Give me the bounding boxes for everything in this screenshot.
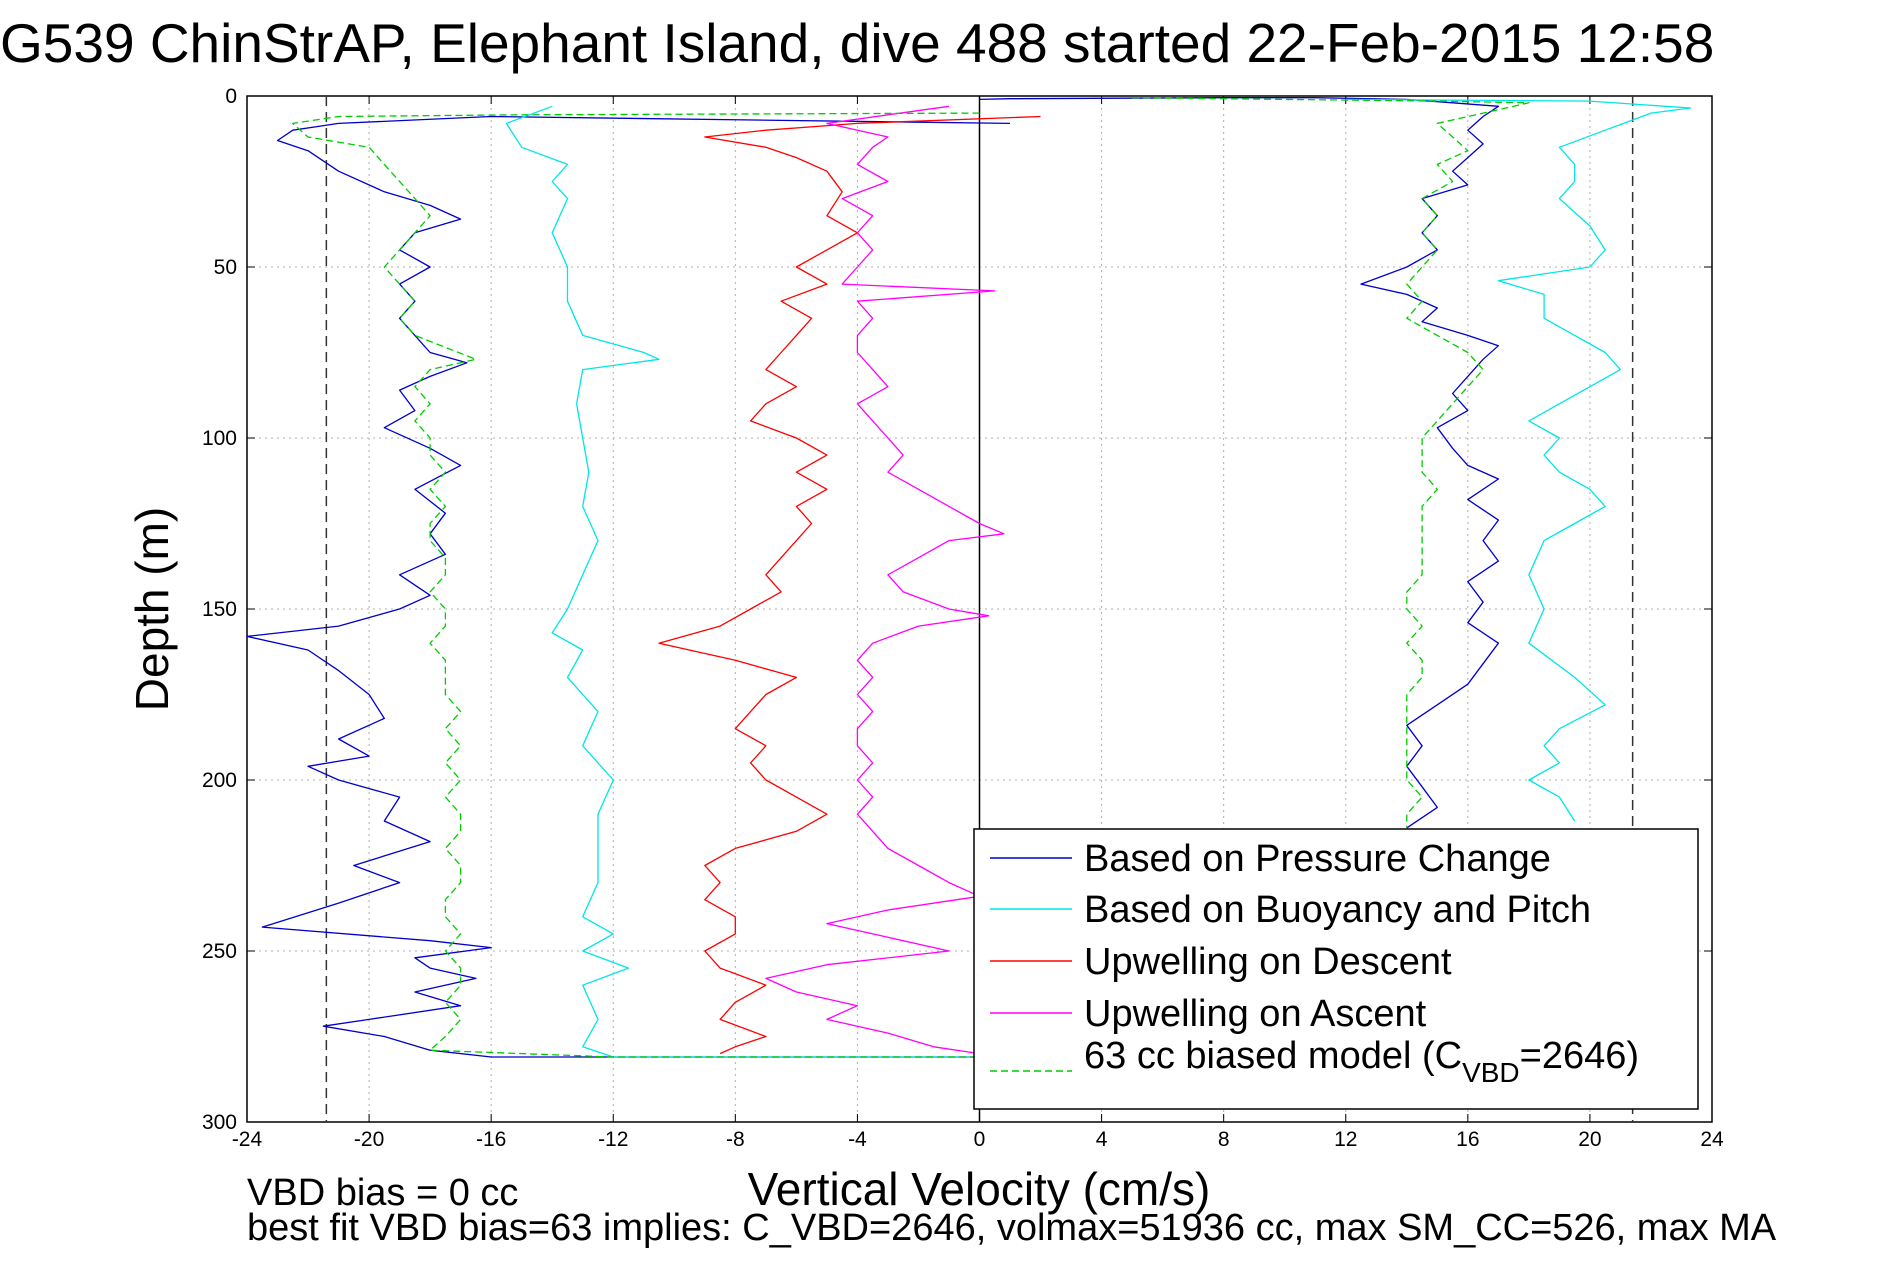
series-line-0	[246, 115, 1011, 1058]
y-tick-label: 150	[202, 598, 237, 621]
legend-label-ascent: Upwelling on Ascent	[1084, 993, 1427, 1035]
x-axis-ticks: -24 -20 -16 -12 -8 -4 0 4 8 12 16 20 24	[232, 96, 1724, 1151]
x-tick-label: 4	[1096, 1128, 1108, 1151]
footer-best-fit: best fit VBD bias=63 implies: C_VBD=2646…	[247, 1207, 1777, 1249]
y-tick-label: 300	[202, 1111, 237, 1134]
legend-label-descent: Upwelling on Descent	[1084, 941, 1452, 983]
y-tick-label: 50	[214, 256, 237, 279]
legend-label-model-tail: =2646)	[1520, 1035, 1639, 1077]
legend-label-model: 63 cc biased model (CVBD=2646)	[1084, 1035, 1639, 1088]
legend-label-model-sub: VBD	[1462, 1057, 1520, 1088]
legend: Based on Pressure Change Based on Buoyan…	[973, 828, 1699, 1110]
x-tick-label: 8	[1218, 1128, 1230, 1151]
series-line-4	[292, 112, 980, 1058]
x-tick-label: -12	[598, 1128, 628, 1151]
x-tick-label: -24	[232, 1128, 263, 1151]
y-tick-label: 200	[202, 769, 237, 792]
x-tick-label: -4	[848, 1128, 867, 1151]
x-tick-label: 12	[1334, 1128, 1357, 1151]
series-line-0	[979, 97, 1500, 829]
x-tick-label: -8	[726, 1128, 745, 1151]
legend-box	[973, 828, 1699, 1110]
series-line-3	[765, 105, 1005, 1055]
legend-label-buoyancy: Based on Buoyancy and Pitch	[1084, 889, 1591, 931]
series-line-1	[505, 105, 980, 1058]
y-axis-label: Depth (m)	[126, 507, 178, 711]
series-line-4	[1132, 97, 1530, 828]
x-tick-label: 16	[1456, 1128, 1479, 1151]
legend-label-pressure: Based on Pressure Change	[1084, 838, 1551, 880]
series-layer	[246, 97, 1692, 1058]
x-tick-label: 24	[1700, 1128, 1724, 1151]
y-axis-ticks: 0 50 100 150 200 250 300	[202, 85, 1712, 1134]
series-line-2	[658, 115, 1041, 1055]
x-tick-label: 20	[1578, 1128, 1601, 1151]
y-tick-label: 0	[225, 85, 237, 108]
x-tick-label: -20	[354, 1128, 384, 1151]
footer-vbd-bias: VBD bias = 0 cc	[247, 1172, 518, 1214]
y-tick-label: 100	[202, 427, 237, 450]
x-tick-label: 0	[974, 1128, 986, 1151]
series-line-1	[1345, 98, 1692, 822]
chart-title: G539 ChinStrAP, Elephant Island, dive 48…	[0, 12, 1714, 74]
y-tick-label: 250	[202, 940, 237, 963]
x-axis-label: Vertical Velocity (cm/s)	[748, 1163, 1211, 1215]
x-tick-label: -16	[476, 1128, 506, 1151]
legend-label-model-main: 63 cc biased model (C	[1084, 1035, 1462, 1077]
